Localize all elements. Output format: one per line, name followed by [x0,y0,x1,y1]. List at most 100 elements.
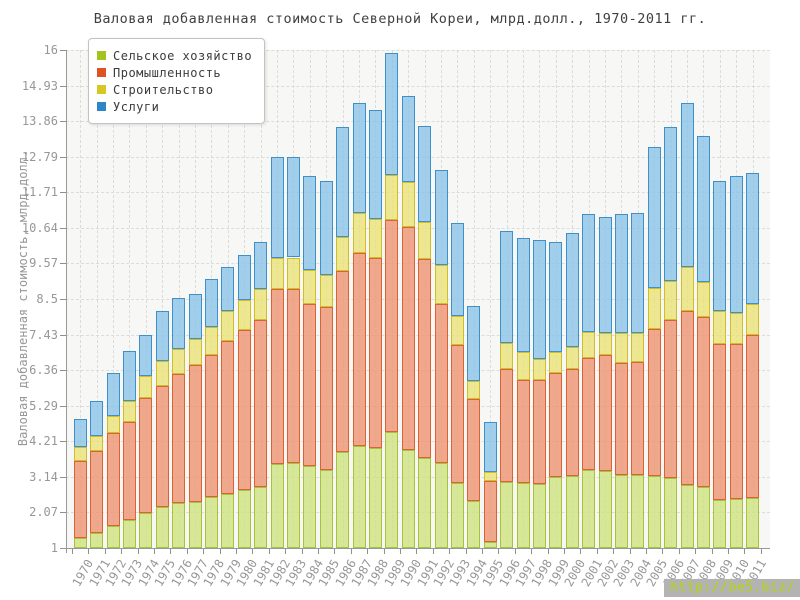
bar-segment[interactable] [122,519,136,548]
bar-segment[interactable] [467,381,481,400]
bar-segment[interactable] [303,270,317,304]
bar-segment[interactable] [729,175,743,313]
bar-segment[interactable] [221,341,235,494]
bar-segment[interactable] [418,458,432,548]
bar-segment[interactable] [221,266,235,312]
bar-segment[interactable] [418,125,432,222]
bar-segment[interactable] [352,103,366,214]
bar-segment[interactable] [598,354,612,471]
bar-segment[interactable] [319,306,333,470]
bar-segment[interactable] [237,299,251,330]
bar-segment[interactable] [516,238,530,353]
bar-segment[interactable] [696,316,710,488]
bar-segment[interactable] [729,344,743,500]
bar-segment[interactable] [319,469,333,548]
bar-segment[interactable] [467,500,481,548]
bar-segment[interactable] [254,288,268,320]
bar-segment[interactable] [368,258,382,449]
bar-segment[interactable] [516,379,530,483]
bar-segment[interactable] [336,271,350,453]
bar-segment[interactable] [647,328,661,476]
bar-segment[interactable] [418,221,432,260]
bar-segment[interactable] [631,212,645,334]
bar-segment[interactable] [680,103,694,268]
bar-segment[interactable] [565,347,579,370]
bar-segment[interactable] [286,156,300,258]
bar-segment[interactable] [631,475,645,548]
bar-segment[interactable] [696,281,710,317]
bar-segment[interactable] [434,169,448,266]
bar-segment[interactable] [303,466,317,548]
bar-segment[interactable] [549,372,563,477]
bar-segment[interactable] [500,481,514,548]
bar-segment[interactable] [237,255,251,300]
bar-segment[interactable] [434,265,448,304]
bar-segment[interactable] [614,214,628,334]
bar-segment[interactable] [286,289,300,463]
bar-segment[interactable] [582,214,596,332]
bar-segment[interactable] [401,226,415,450]
bar-segment[interactable] [90,532,104,548]
bar-segment[interactable] [532,359,546,381]
bar-segment[interactable] [450,345,464,484]
bar-segment[interactable] [664,280,678,320]
bar-segment[interactable] [713,181,727,311]
bar-segment[interactable] [483,480,497,542]
bar-segment[interactable] [746,334,760,499]
bar-segment[interactable] [385,174,399,220]
bar-segment[interactable] [664,127,678,281]
bar-segment[interactable] [90,436,104,452]
bar-segment[interactable] [532,380,546,484]
bar-segment[interactable] [155,507,169,548]
bar-segment[interactable] [188,501,202,548]
bar-segment[interactable] [582,331,596,358]
bar-segment[interactable] [549,352,563,373]
bar-segment[interactable] [221,311,235,342]
bar-segment[interactable] [139,513,153,548]
bar-segment[interactable] [73,461,87,538]
bar-segment[interactable] [467,399,481,501]
bar-segment[interactable] [254,241,268,289]
bar-segment[interactable] [729,499,743,548]
bar-segment[interactable] [254,319,268,488]
bar-segment[interactable] [746,498,760,548]
bar-segment[interactable] [336,452,350,548]
bar-segment[interactable] [172,349,186,375]
bar-segment[interactable] [188,293,202,339]
bar-segment[interactable] [155,361,169,387]
bar-segment[interactable] [352,213,366,253]
bar-segment[interactable] [532,483,546,548]
bar-segment[interactable] [680,267,694,311]
bar-segment[interactable] [106,372,120,417]
bar-segment[interactable] [614,333,628,363]
bar-segment[interactable] [549,476,563,548]
bar-segment[interactable] [647,287,661,329]
bar-segment[interactable] [483,421,497,473]
bar-segment[interactable] [532,239,546,360]
bar-segment[interactable] [450,222,464,317]
bar-segment[interactable] [647,147,661,288]
bar-segment[interactable] [696,487,710,548]
bar-segment[interactable] [139,334,153,377]
bar-segment[interactable] [155,310,169,362]
bar-segment[interactable] [631,333,645,363]
bar-segment[interactable] [368,219,382,259]
bar-segment[interactable] [385,52,399,175]
bar-segment[interactable] [500,230,514,344]
bar-segment[interactable] [106,525,120,548]
bar-segment[interactable] [254,487,268,548]
bar-segment[interactable] [368,448,382,548]
bar-segment[interactable] [122,351,136,402]
bar-segment[interactable] [221,493,235,548]
bar-segment[interactable] [746,303,760,335]
bar-segment[interactable] [614,362,628,475]
bar-segment[interactable] [483,472,497,481]
bar-segment[interactable] [286,257,300,290]
bar-segment[interactable] [188,365,202,502]
bar-segment[interactable] [500,343,514,369]
bar-segment[interactable] [204,326,218,356]
bar-segment[interactable] [647,475,661,548]
bar-segment[interactable] [122,421,136,520]
bar-segment[interactable] [565,232,579,348]
bar-segment[interactable] [598,470,612,548]
